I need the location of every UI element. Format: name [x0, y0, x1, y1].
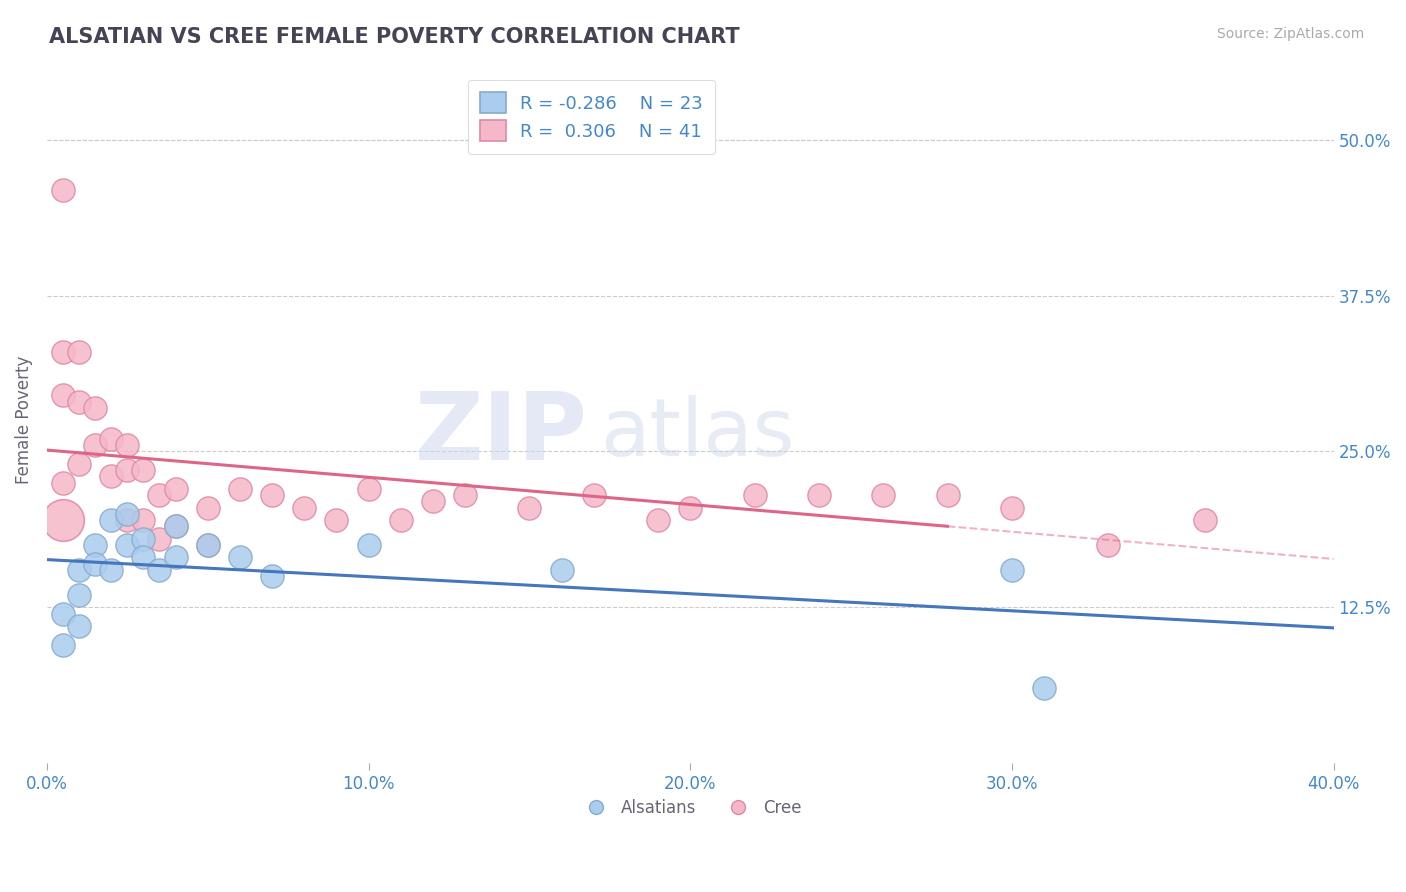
- Point: [132, 550, 155, 565]
- Point: [357, 538, 380, 552]
- Point: [84, 557, 107, 571]
- Point: [197, 538, 219, 552]
- Point: [52, 344, 75, 359]
- Point: [325, 513, 347, 527]
- Point: [67, 457, 90, 471]
- Point: [84, 538, 107, 552]
- Point: [52, 475, 75, 490]
- Point: [84, 401, 107, 415]
- Text: atlas: atlas: [600, 395, 794, 473]
- Point: [100, 563, 122, 577]
- Point: [165, 519, 187, 533]
- Point: [117, 463, 139, 477]
- Point: [148, 488, 170, 502]
- Point: [807, 488, 830, 502]
- Point: [67, 563, 90, 577]
- Point: [132, 463, 155, 477]
- Legend: Alsatians, Cree: Alsatians, Cree: [572, 792, 808, 823]
- Point: [744, 488, 766, 502]
- Point: [117, 507, 139, 521]
- Point: [260, 569, 283, 583]
- Point: [197, 500, 219, 515]
- Point: [229, 550, 252, 565]
- Point: [165, 519, 187, 533]
- Point: [100, 469, 122, 483]
- Point: [1001, 500, 1024, 515]
- Point: [117, 538, 139, 552]
- Point: [67, 344, 90, 359]
- Point: [936, 488, 959, 502]
- Point: [84, 438, 107, 452]
- Point: [197, 538, 219, 552]
- Point: [454, 488, 477, 502]
- Text: ALSATIAN VS CREE FEMALE POVERTY CORRELATION CHART: ALSATIAN VS CREE FEMALE POVERTY CORRELAT…: [49, 27, 740, 46]
- Point: [117, 438, 139, 452]
- Point: [52, 638, 75, 652]
- Point: [148, 532, 170, 546]
- Point: [52, 183, 75, 197]
- Point: [132, 532, 155, 546]
- Point: [582, 488, 605, 502]
- Point: [519, 500, 541, 515]
- Point: [100, 432, 122, 446]
- Point: [679, 500, 702, 515]
- Point: [132, 513, 155, 527]
- Point: [67, 394, 90, 409]
- Y-axis label: Female Poverty: Female Poverty: [15, 356, 32, 484]
- Point: [117, 513, 139, 527]
- Point: [550, 563, 572, 577]
- Point: [1097, 538, 1119, 552]
- Text: ZIP: ZIP: [415, 388, 588, 480]
- Point: [165, 482, 187, 496]
- Point: [100, 513, 122, 527]
- Point: [52, 388, 75, 402]
- Text: Source: ZipAtlas.com: Source: ZipAtlas.com: [1216, 27, 1364, 41]
- Point: [1033, 681, 1056, 696]
- Point: [1001, 563, 1024, 577]
- Point: [67, 588, 90, 602]
- Point: [647, 513, 669, 527]
- Point: [422, 494, 444, 508]
- Point: [52, 607, 75, 621]
- Point: [148, 563, 170, 577]
- Point: [52, 513, 75, 527]
- Point: [872, 488, 894, 502]
- Point: [67, 619, 90, 633]
- Point: [357, 482, 380, 496]
- Point: [1194, 513, 1216, 527]
- Point: [389, 513, 412, 527]
- Point: [165, 550, 187, 565]
- Point: [229, 482, 252, 496]
- Point: [292, 500, 315, 515]
- Point: [260, 488, 283, 502]
